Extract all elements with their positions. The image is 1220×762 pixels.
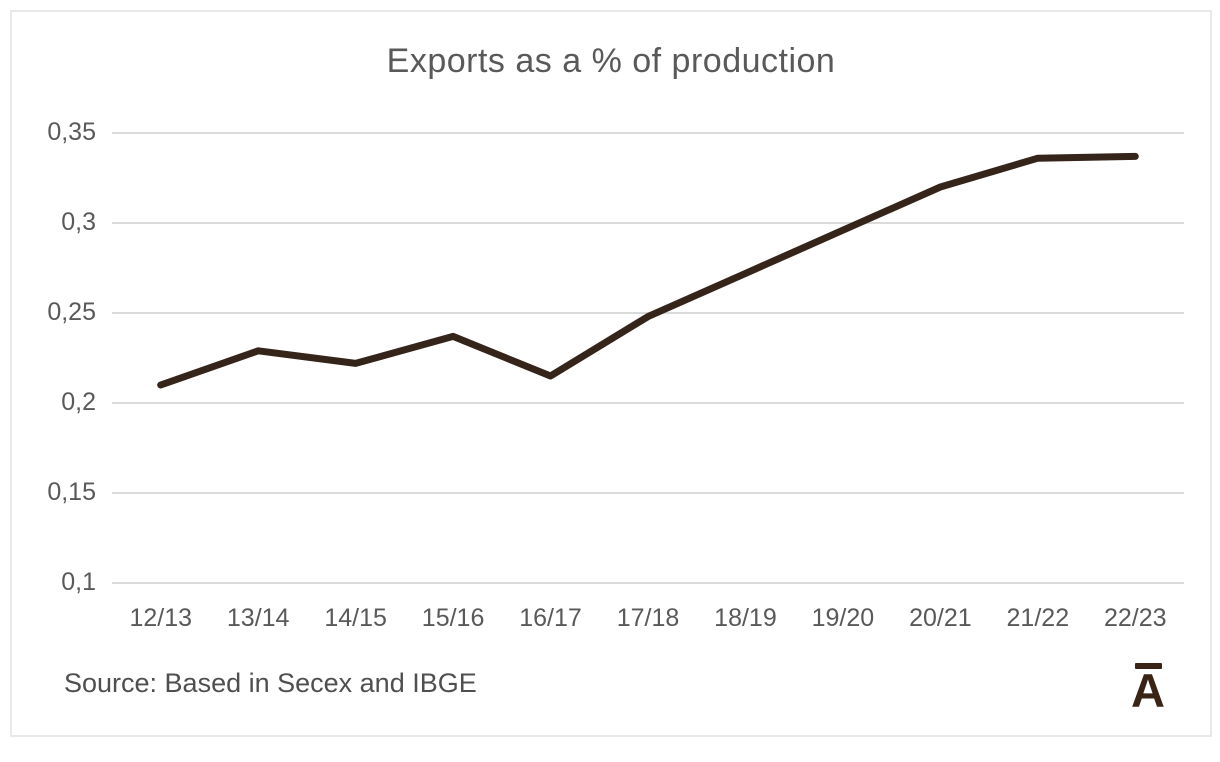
x-tick-label: 16/17 <box>519 604 582 632</box>
y-tick-label: 0,35 <box>47 118 96 146</box>
x-tick-label: 15/16 <box>421 604 485 632</box>
brand-logo: A <box>1122 655 1174 717</box>
x-tick-label: 20/21 <box>909 604 972 632</box>
x-tick-label: 17/18 <box>616 604 680 632</box>
x-tick-label: 14/15 <box>324 604 387 632</box>
y-tick-label: 0,25 <box>47 298 96 326</box>
y-tick-label: 0,15 <box>47 478 96 506</box>
x-tick-label: 21/22 <box>1006 604 1070 632</box>
x-tick-label: 12/13 <box>129 604 192 632</box>
x-tick-label: 18/19 <box>714 604 777 632</box>
logo-macron-bar <box>1135 663 1162 669</box>
y-tick-label: 0,3 <box>61 208 96 236</box>
chart-frame <box>10 10 1212 737</box>
data-line-series <box>157 152 1139 389</box>
y-tick-label: 0,1 <box>61 568 96 596</box>
x-tick-label: 13/14 <box>226 604 290 632</box>
chart-title: Exports as a % of production <box>386 42 836 80</box>
source-note: Source: Based in Secex and IBGE <box>64 668 477 698</box>
x-tick-label: 19/20 <box>811 604 875 632</box>
logo-letter: A <box>1131 664 1165 717</box>
x-tick-label: 22/23 <box>1103 604 1167 632</box>
y-tick-label: 0,2 <box>61 388 96 416</box>
